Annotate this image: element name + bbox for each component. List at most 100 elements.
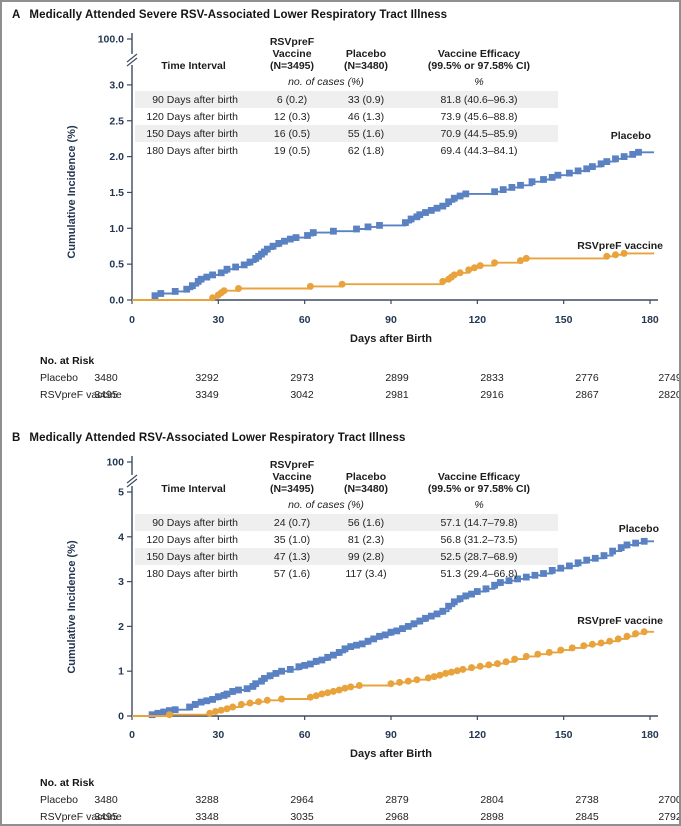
series-label-vaccine: RSVpreF vaccine — [577, 615, 663, 627]
data-marker-square — [154, 709, 162, 717]
data-marker-square — [505, 577, 513, 585]
data-marker-square — [203, 697, 211, 705]
data-marker-circle — [324, 689, 332, 697]
data-marker-square — [583, 556, 591, 564]
y-tick-label: 0.5 — [109, 259, 124, 271]
data-marker-square — [497, 579, 504, 586]
inset-row: 90 Days after birth 24 (0.7) 56 (1.6) 57.1 … — [135, 514, 558, 531]
data-marker-circle — [471, 264, 478, 272]
data-marker-square — [151, 292, 159, 300]
data-marker-square — [468, 590, 475, 598]
inset-cell-placebo: 117 (3.4) — [345, 567, 387, 580]
inset-cell-vaccine: 6 (0.2) — [252, 91, 332, 108]
at-risk-label: RSVpreF vaccine — [40, 389, 122, 401]
data-marker-square — [597, 160, 605, 168]
km-chart-panel-b: 100 5 4 3 2 1 0 Cumulative Incidence (%) 0 30 60 90… — [66, 456, 663, 760]
inset-col-header-interval: Time Interval — [161, 483, 226, 495]
data-marker-circle — [614, 635, 622, 643]
inset-row: 180 Days after birth 19 (0.5) 62 (1.8) 69.4… — [135, 142, 558, 159]
data-marker-square — [427, 207, 435, 214]
at-risk-value: 2792 — [658, 811, 681, 823]
data-marker-circle — [522, 652, 530, 660]
data-marker-circle — [355, 682, 363, 689]
x-axis-title: Days after Birth — [350, 333, 432, 345]
y-tick-label: 5 — [118, 487, 124, 499]
data-marker-square — [540, 570, 547, 577]
data-marker-square — [612, 155, 619, 163]
inset-col-header-placebo: Placebo (N=3480) — [343, 471, 389, 495]
data-marker-square — [617, 544, 625, 551]
data-marker-circle — [338, 280, 346, 288]
at-risk-value: 2700 — [658, 794, 681, 806]
inset-table-panel-b: Time Interval RSVpreF Vaccine (N=3495) P… — [135, 459, 558, 582]
at-risk-value: 2981 — [385, 389, 409, 401]
data-marker-square — [295, 663, 303, 671]
data-marker-circle — [430, 673, 438, 681]
data-marker-circle — [557, 646, 565, 654]
y-axis-title: Cumulative Incidence (%) — [66, 540, 78, 674]
data-marker-circle — [580, 642, 588, 650]
data-marker-circle — [620, 249, 628, 257]
data-marker-square — [445, 602, 452, 610]
x-axis-title: Days after Birth — [350, 748, 432, 760]
data-marker-square — [214, 693, 222, 701]
data-marker-circle — [217, 706, 225, 714]
data-marker-square — [635, 148, 642, 156]
inset-units-spacer — [135, 498, 252, 514]
data-marker-square — [278, 667, 285, 675]
at-risk-value: 2867 — [575, 389, 599, 401]
data-marker-circle — [424, 674, 432, 682]
data-marker-square — [209, 696, 216, 703]
y-axis-top-tick-label: 100 — [106, 457, 124, 469]
data-marker-square — [407, 215, 415, 223]
inset-cell-efficacy: 81.8 (40.6–96.3) — [400, 91, 558, 108]
data-marker-circle — [306, 282, 314, 290]
data-marker-square — [473, 588, 481, 595]
at-risk-value: 2968 — [385, 811, 409, 823]
data-marker-circle — [278, 695, 286, 703]
x-tick-label: 150 — [555, 314, 573, 326]
data-marker-square — [422, 614, 429, 622]
data-marker-circle — [318, 690, 326, 698]
data-marker-circle — [436, 671, 444, 679]
data-marker-square — [263, 245, 271, 253]
data-marker-square — [462, 190, 470, 198]
data-marker-circle — [453, 667, 461, 675]
inset-units-efficacy: % — [474, 76, 484, 88]
at-risk-value: 2973 — [290, 372, 314, 384]
inset-cell-interval: 120 Days after birth — [146, 533, 238, 546]
data-marker-circle — [612, 251, 619, 259]
data-marker-square — [286, 235, 294, 243]
data-marker-square — [574, 167, 582, 175]
at-risk-value: 2833 — [480, 372, 504, 384]
series-placebo — [132, 537, 654, 719]
data-marker-circle — [404, 677, 412, 685]
at-risk-value: 2749 — [658, 372, 681, 384]
inset-cell-vaccine: 24 (0.7) — [252, 514, 332, 531]
at-risk-value: 3042 — [290, 389, 314, 401]
data-marker-square — [508, 184, 516, 191]
at-risk-value: 2776 — [575, 372, 599, 384]
inset-units-cases: no. of cases (%) — [288, 76, 364, 88]
data-marker-square — [548, 567, 556, 574]
inset-cell-placebo: 81 (2.3) — [347, 533, 385, 546]
at-risk-value: 2899 — [385, 372, 409, 384]
data-marker-square — [620, 153, 628, 160]
data-marker-square — [399, 625, 406, 632]
data-marker-circle — [396, 678, 404, 686]
y-tick-label: 1.0 — [109, 223, 124, 235]
series-label-vaccine: RSVpreF vaccine — [577, 240, 663, 252]
data-marker-square — [376, 222, 383, 229]
panel-a-letter: A — [12, 9, 21, 21]
inset-cell-efficacy: 56.8 (31.2–73.5) — [440, 533, 518, 546]
at-risk-value: 2845 — [575, 811, 599, 823]
data-marker-square — [640, 537, 648, 545]
inset-cell-placebo: 46 (1.3) — [347, 110, 385, 123]
data-marker-circle — [255, 698, 263, 706]
data-marker-circle — [545, 648, 553, 656]
inset-cell-interval: 90 Days after birth — [135, 514, 252, 531]
data-marker-square — [439, 607, 447, 615]
y-tick-label: 2 — [118, 621, 124, 633]
data-marker-square — [450, 598, 458, 606]
